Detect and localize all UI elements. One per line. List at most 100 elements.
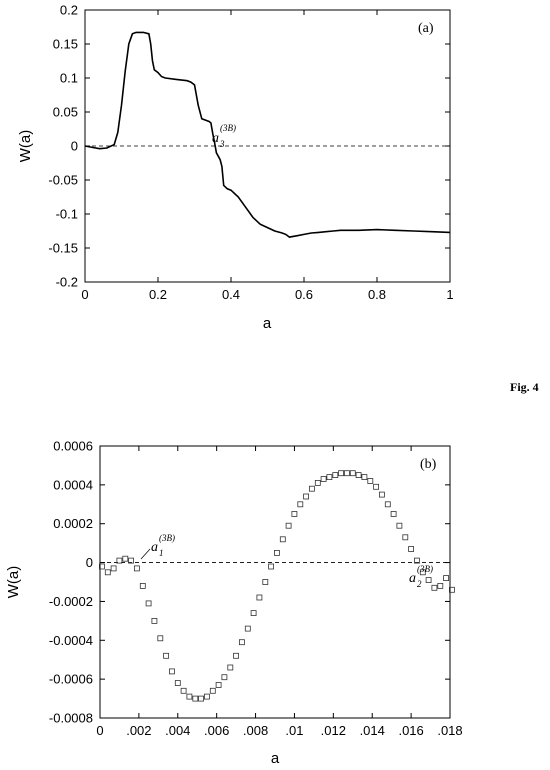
panel-a-y-tick-label: 0.1 bbox=[60, 71, 78, 86]
data-point bbox=[297, 501, 304, 508]
data-point bbox=[419, 569, 426, 576]
panel-b-label: (b) bbox=[420, 457, 437, 472]
data-point bbox=[390, 511, 397, 517]
data-point bbox=[355, 472, 362, 479]
panel-a-x-tick-label: 0.8 bbox=[368, 287, 386, 302]
panel-b-y-tick-label: -0.0008 bbox=[49, 711, 93, 726]
data-point bbox=[291, 511, 298, 517]
panel-a-x-axis-label: a bbox=[263, 315, 272, 332]
panel-b-x-tick-label: .018 bbox=[437, 723, 462, 738]
annotation-a1-superscript: (3B) bbox=[159, 533, 175, 543]
panel-a-y-tick-label: -0.05 bbox=[48, 173, 78, 188]
data-point bbox=[145, 600, 152, 607]
panel-a-x-tick-label: 0.4 bbox=[222, 287, 240, 302]
data-point bbox=[139, 583, 146, 589]
panel-b-y-tick-label: -0.0002 bbox=[49, 594, 93, 609]
panel-b-ticks: 0 .002 .004 .006 .008 .01 .012 .014 .016 .018 -0.0… bbox=[49, 439, 463, 739]
figure-label: Fig. 4 bbox=[510, 380, 539, 394]
panel-a-ticks: 0 0.2 0.4 0.6 0.8 1 -0.2 -0.15 -0.1 -0.05 0 0.05 0.1… bbox=[48, 3, 453, 303]
panel-b-y-tick-label: 0.0006 bbox=[53, 439, 93, 454]
panel-a-y-tick-label: 0.2 bbox=[60, 3, 78, 18]
data-point bbox=[273, 550, 280, 556]
panel-b-y-tick-label: 0.0004 bbox=[53, 477, 93, 492]
annotation-a1-base: a bbox=[151, 540, 158, 555]
data-point bbox=[413, 557, 420, 564]
data-point bbox=[221, 674, 228, 681]
data-point bbox=[250, 610, 257, 616]
panel-b-y-tick-label: -0.0004 bbox=[49, 633, 93, 648]
panel-b-plot-frame bbox=[99, 445, 451, 719]
data-point bbox=[104, 569, 111, 576]
data-point bbox=[303, 493, 310, 500]
data-point bbox=[285, 522, 292, 529]
data-point bbox=[99, 563, 105, 570]
data-point bbox=[168, 668, 175, 675]
data-point bbox=[408, 546, 415, 552]
data-point bbox=[338, 470, 345, 477]
data-point bbox=[233, 652, 240, 659]
data-point bbox=[174, 680, 181, 686]
data-point bbox=[425, 577, 432, 583]
panel-b-x-tick-label: .002 bbox=[126, 723, 151, 738]
panel-a-annotation-a3: a 3 (3B) bbox=[212, 123, 236, 149]
panel-a-y-tick-label: -0.15 bbox=[48, 241, 78, 256]
data-point bbox=[378, 491, 385, 498]
data-point bbox=[157, 635, 164, 642]
data-point bbox=[431, 584, 438, 591]
annotation-a3-superscript: (3B) bbox=[220, 123, 236, 133]
data-point bbox=[326, 474, 333, 481]
data-point bbox=[437, 583, 444, 589]
panel-b-x-tick-label: .01 bbox=[285, 723, 303, 738]
panel-b-annotation-a2: a 2 (3B) bbox=[409, 564, 433, 589]
data-point bbox=[238, 639, 245, 646]
data-point bbox=[122, 555, 129, 562]
data-point bbox=[349, 470, 356, 477]
panel-a-x-tick-label: 0 bbox=[81, 287, 88, 302]
panel-a-x-tick-label: 1 bbox=[446, 287, 453, 302]
panel-b-chart: 0 .002 .004 .006 .008 .01 .012 .014 .016 .018 -0.0… bbox=[5, 439, 463, 768]
annotation-a1-subscript: 1 bbox=[159, 548, 164, 558]
data-point bbox=[151, 618, 158, 624]
data-point bbox=[163, 652, 170, 659]
panel-b-x-axis-label: a bbox=[271, 750, 280, 767]
data-point bbox=[402, 534, 409, 541]
data-point bbox=[227, 664, 234, 671]
panel-b-y-tick-label: 0 bbox=[86, 555, 93, 570]
data-point bbox=[361, 474, 368, 481]
data-point bbox=[262, 579, 269, 585]
data-point bbox=[244, 625, 251, 632]
data-point bbox=[396, 522, 403, 529]
data-point bbox=[448, 586, 455, 593]
panel-a-series-line bbox=[84, 31, 451, 238]
panel-a-y-tick-label: -0.2 bbox=[56, 275, 78, 290]
data-point bbox=[116, 557, 123, 564]
data-point bbox=[373, 483, 380, 490]
data-point bbox=[128, 557, 135, 564]
panel-b-series-points bbox=[99, 470, 455, 702]
panel-a-x-tick-label: 0.6 bbox=[295, 287, 313, 302]
panel-b-y-tick-label: 0.0002 bbox=[53, 516, 93, 531]
panel-a-x-tick-label: 0.2 bbox=[149, 287, 167, 302]
data-point bbox=[279, 536, 286, 543]
panel-a-y-tick-label: 0 bbox=[71, 139, 78, 154]
panel-b-x-tick-label: .004 bbox=[165, 723, 190, 738]
annotation-a3-subscript: 3 bbox=[219, 139, 225, 149]
panel-a-y-axis-label: W(a) bbox=[17, 130, 34, 163]
data-point bbox=[332, 472, 339, 479]
data-point bbox=[367, 478, 374, 484]
annotation-a1-pointer bbox=[140, 548, 151, 560]
panel-b-y-tick-label: -0.0006 bbox=[49, 672, 93, 687]
panel-b-x-tick-label: 0 bbox=[96, 723, 103, 738]
panel-b-y-axis-label: W(a) bbox=[5, 566, 22, 599]
panel-a-chart: 0 0.2 0.4 0.6 0.8 1 -0.2 -0.15 -0.1 -0.05 0 0.05 0.1… bbox=[17, 3, 454, 333]
annotation-a2-superscript: (3B) bbox=[417, 564, 433, 574]
data-point bbox=[443, 575, 450, 581]
data-point bbox=[110, 565, 117, 572]
data-point bbox=[308, 485, 315, 492]
annotation-a3-base: a bbox=[212, 131, 219, 146]
data-point bbox=[133, 565, 140, 572]
panel-a-y-tick-label: 0.15 bbox=[53, 37, 78, 52]
data-point bbox=[192, 695, 199, 702]
data-point bbox=[268, 563, 275, 570]
